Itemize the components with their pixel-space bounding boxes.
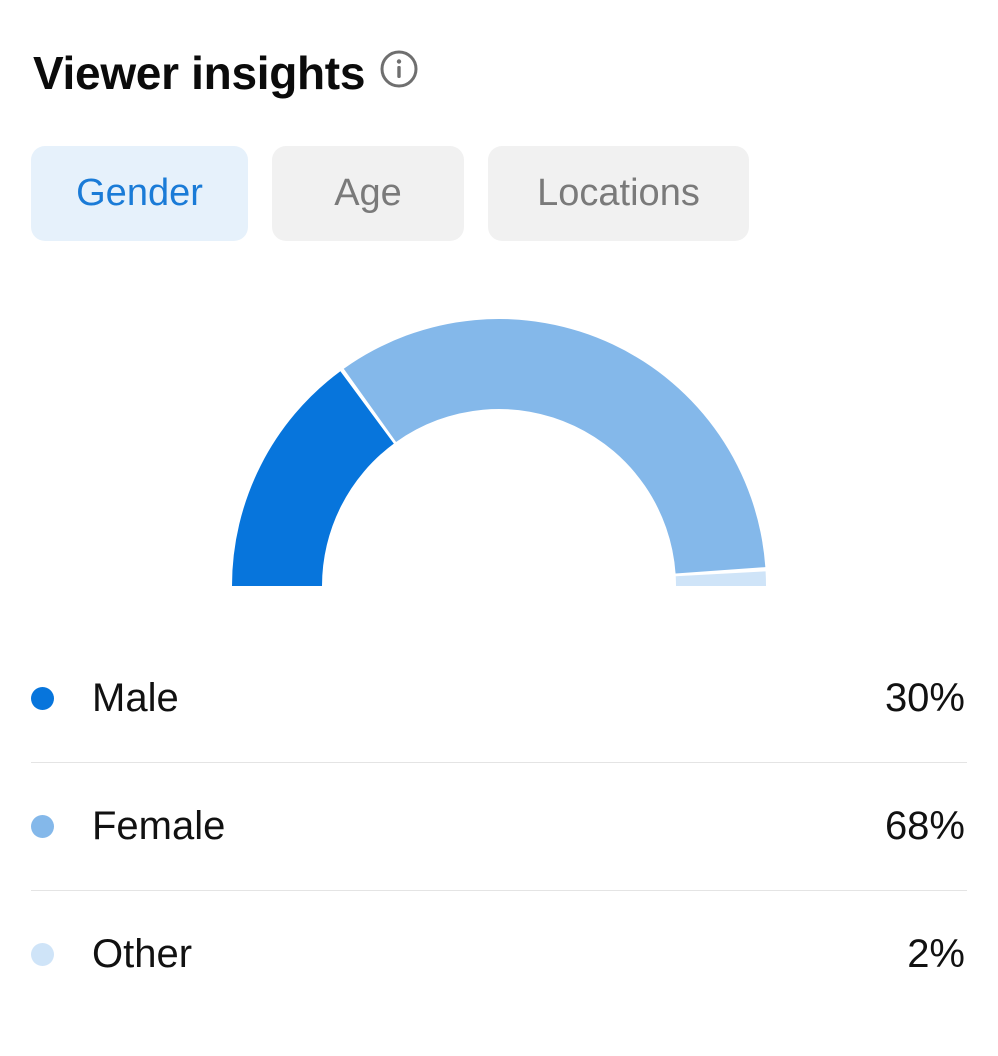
gauge-slice-male [232, 371, 394, 586]
legend-label-other: Other [92, 932, 193, 976]
legend-row-other: Other 2% [31, 890, 967, 1018]
tab-gender[interactable]: Gender [31, 146, 248, 241]
legend-row-female: Female 68% [31, 762, 967, 890]
legend-label-male: Male [92, 675, 179, 720]
legend-value-female: 68% [884, 804, 965, 848]
legend-dot-female [31, 815, 54, 838]
tab-age-label: Age [334, 172, 402, 214]
legend-dot-other [31, 943, 54, 966]
insight-tabs: Gender Age Locations [31, 146, 749, 241]
gender-legend: Male 30% Female 68% Other 2% [31, 634, 967, 1018]
tab-age[interactable]: Age [272, 146, 464, 241]
gauge-slice-other [675, 571, 766, 586]
page-title: Viewer insights [33, 47, 366, 99]
gauge-slice-female [343, 319, 766, 574]
header: Viewer insights [33, 42, 419, 104]
tab-locations-label: Locations [537, 172, 700, 214]
legend-dot-male [31, 686, 54, 710]
legend-label-female: Female [92, 804, 226, 848]
legend-value-other: 2% [907, 932, 965, 976]
legend-row-male: Male 30% [31, 634, 967, 762]
gender-gauge-chart [232, 319, 766, 586]
info-circle-icon[interactable] [379, 49, 419, 89]
tab-locations[interactable]: Locations [488, 146, 749, 241]
tab-gender-label: Gender [76, 172, 203, 214]
legend-value-male: 30% [884, 675, 965, 720]
